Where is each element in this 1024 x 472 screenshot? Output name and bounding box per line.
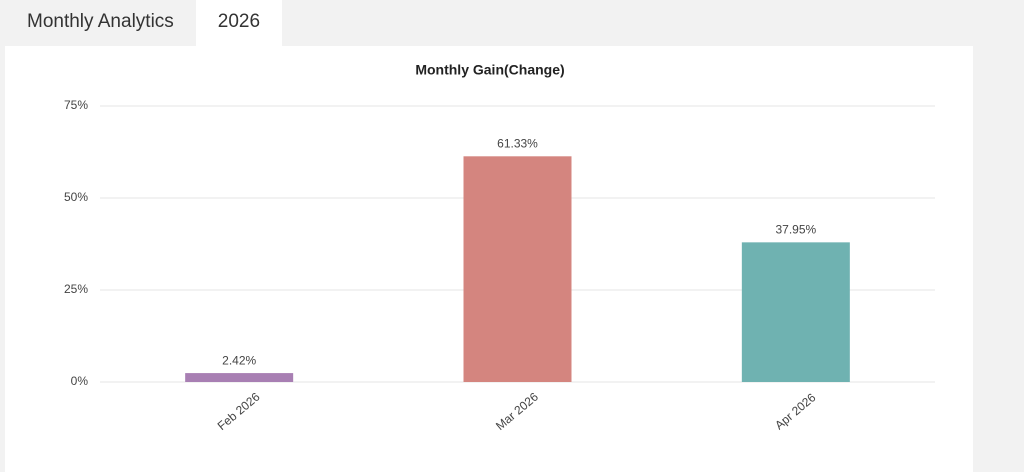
tab[interactable]: Monthly Analytics bbox=[27, 11, 174, 32]
bar bbox=[185, 373, 294, 382]
y-tick-label: 25% bbox=[64, 282, 88, 296]
bar bbox=[463, 156, 572, 382]
y-tick-label: 75% bbox=[64, 98, 88, 112]
y-tick-label: 0% bbox=[71, 374, 89, 388]
tab-bar: Monthly Analytics 2026 bbox=[5, 0, 283, 46]
tab[interactable]: 2026 bbox=[195, 0, 283, 46]
bar bbox=[741, 242, 850, 382]
value-label: 37.95% bbox=[775, 223, 816, 237]
x-tick-label: Mar 2026 bbox=[493, 390, 541, 434]
x-tick-label: Apr 2026 bbox=[772, 390, 819, 432]
value-label: 61.33% bbox=[497, 136, 538, 150]
value-label: 2.42% bbox=[222, 353, 256, 367]
y-tick-label: 50% bbox=[64, 190, 88, 204]
x-tick-label: Feb 2026 bbox=[215, 390, 263, 434]
chart-title: Monthly Gain(Change) bbox=[415, 62, 564, 78]
